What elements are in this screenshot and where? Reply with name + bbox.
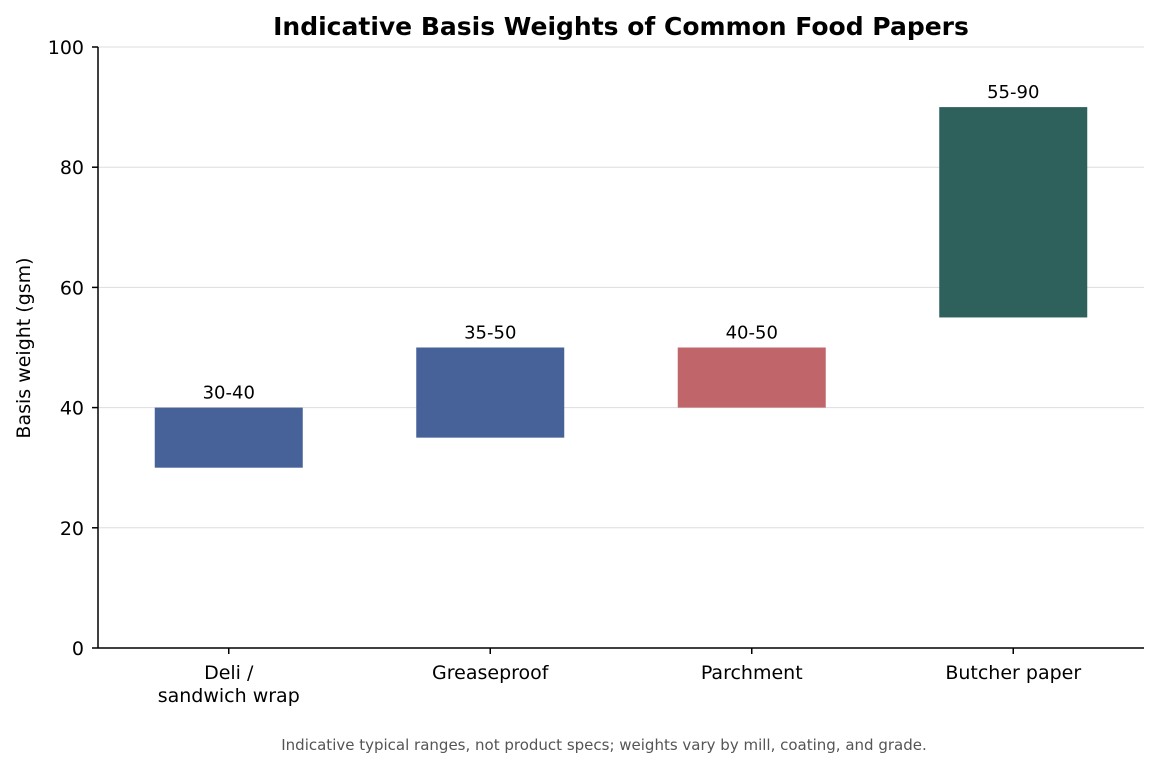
bar-value-label: 35-50 (464, 323, 516, 344)
y-tick-label: 60 (60, 277, 84, 299)
range-bar (154, 407, 303, 468)
y-tick-label: 80 (60, 157, 84, 179)
footnote: Indicative typical ranges, not product s… (281, 736, 926, 754)
x-tick-label: sandwich wrap (158, 685, 300, 707)
chart-title: Indicative Basis Weights of Common Food … (273, 12, 969, 41)
y-tick-label: 20 (60, 518, 84, 540)
bars: 30-40 35-50 40-50 55-90 (154, 82, 1088, 468)
bar-value-label: 55-90 (987, 82, 1039, 103)
y-tick-label: 100 (48, 37, 84, 59)
y-tick-label: 0 (72, 638, 84, 660)
bar-value-label: 40-50 (726, 323, 778, 344)
bar-value-label: 30-40 (203, 383, 255, 404)
range-bar (677, 347, 826, 408)
y-axis-label: Basis weight (gsm) (13, 257, 35, 438)
y-tick-label: 40 (60, 398, 84, 420)
range-bar (416, 347, 565, 438)
x-tick-label: Deli / (204, 662, 254, 684)
x-tick-label: Greaseproof (432, 662, 550, 684)
x-tick-label: Butcher paper (945, 662, 1081, 684)
x-tick-label: Parchment (701, 662, 803, 684)
axes: 0 20 40 60 80 100 Deli /sandwich wrap Greasepro… (48, 37, 1144, 707)
range-bar (939, 107, 1088, 318)
